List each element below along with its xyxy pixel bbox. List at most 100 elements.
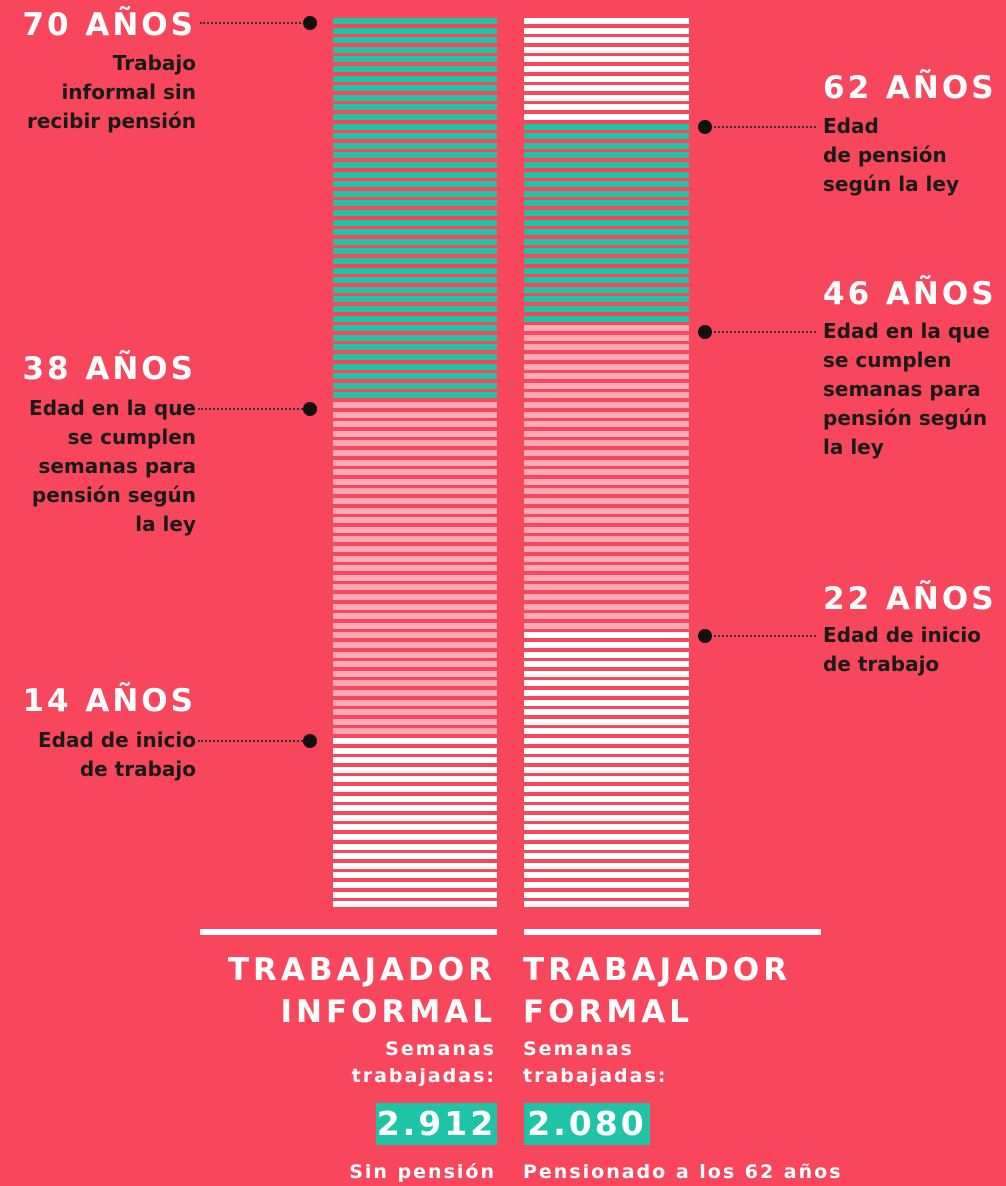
leader	[198, 408, 303, 410]
status-note: Pensionado a los 62 años	[523, 1161, 843, 1183]
stripe	[333, 27, 497, 34]
stripe	[524, 200, 689, 207]
stripe	[524, 517, 689, 524]
stripe	[524, 363, 689, 370]
stripe	[524, 459, 689, 466]
stripe	[333, 574, 497, 581]
stripe	[524, 786, 689, 792]
stripe	[524, 651, 689, 658]
stripe	[333, 555, 497, 562]
stripe	[333, 18, 497, 24]
stripe	[524, 795, 689, 802]
stripe	[333, 85, 497, 92]
leader	[710, 331, 816, 333]
stripe	[333, 200, 497, 207]
stripe	[333, 37, 497, 44]
stripe	[524, 440, 689, 447]
stripe	[524, 526, 689, 533]
stripe	[524, 555, 689, 562]
stripe	[524, 507, 689, 514]
stripe	[524, 229, 689, 236]
stripe	[333, 248, 497, 255]
stripe	[524, 94, 689, 101]
stripe	[333, 613, 497, 620]
weeks-value: 2.080	[524, 1103, 650, 1145]
leader	[200, 22, 305, 24]
stripe	[333, 757, 497, 764]
stripe	[524, 334, 689, 341]
stripe	[524, 296, 689, 303]
marker-title: 38 AÑOS	[22, 351, 196, 387]
stripe	[333, 66, 497, 72]
stripe	[524, 853, 689, 860]
stripe	[524, 354, 689, 360]
stripe	[333, 843, 497, 850]
stripe	[333, 306, 497, 312]
stripe	[524, 181, 689, 188]
stripe	[524, 603, 689, 610]
stripe	[524, 565, 689, 572]
stripe	[524, 891, 689, 898]
stripe	[524, 344, 689, 351]
stripe	[524, 709, 689, 716]
stripe	[333, 94, 497, 101]
stripe	[524, 546, 689, 552]
stripe	[524, 670, 689, 677]
stripe	[333, 46, 497, 53]
marker-text: Edad en la que	[823, 319, 990, 343]
stripe	[333, 440, 497, 447]
stripe	[524, 238, 689, 245]
stripe	[524, 190, 689, 197]
marker-text: Edad de inicio	[38, 728, 196, 752]
stripe	[333, 824, 497, 831]
stripe	[524, 872, 689, 879]
stripe	[333, 891, 497, 898]
stripe	[333, 853, 497, 860]
stripe	[333, 286, 497, 293]
stripe	[333, 603, 497, 610]
stripe	[524, 392, 689, 399]
marker-text: pensión según	[823, 406, 988, 430]
stripe	[333, 181, 497, 188]
stripe	[524, 814, 689, 821]
column-heading: TRABAJADOR	[523, 952, 792, 988]
stripe	[524, 450, 689, 456]
stripe	[333, 354, 497, 360]
baseline	[200, 929, 497, 935]
marker-dot	[303, 16, 317, 30]
stripe	[524, 901, 689, 908]
leader	[710, 126, 816, 128]
marker-title: 14 AÑOS	[22, 683, 196, 719]
leader	[198, 740, 303, 742]
stripe	[333, 584, 497, 591]
stripe	[333, 776, 497, 783]
stripe	[333, 747, 497, 754]
marker-text: de trabajo	[79, 757, 196, 781]
marker-text: Edad en la que	[29, 396, 196, 420]
marker-text: semanas para	[38, 454, 196, 478]
marker-dot	[698, 120, 712, 134]
marker-text: de trabajo	[823, 652, 940, 676]
stripe	[524, 776, 689, 783]
stripe	[333, 498, 497, 504]
stripe	[524, 498, 689, 504]
stripe	[333, 661, 497, 668]
weeks-label: trabajadas:	[351, 1065, 496, 1087]
stripe	[333, 152, 497, 159]
weeks-value: 2.912	[376, 1103, 497, 1145]
stripe	[524, 488, 689, 495]
stripe	[333, 642, 497, 648]
stripe	[524, 699, 689, 706]
stripe	[524, 133, 689, 140]
stripe	[333, 546, 497, 552]
stripe	[333, 104, 497, 111]
marker-text: Edad	[823, 114, 879, 138]
marker-text: la ley	[823, 435, 884, 459]
stripe	[333, 622, 497, 629]
stripe	[524, 402, 689, 408]
stripe	[333, 488, 497, 495]
stripe	[333, 680, 497, 687]
stripe	[333, 411, 497, 418]
weeks-label: Semanas	[385, 1038, 496, 1060]
column-heading: TRABAJADOR	[227, 952, 496, 988]
